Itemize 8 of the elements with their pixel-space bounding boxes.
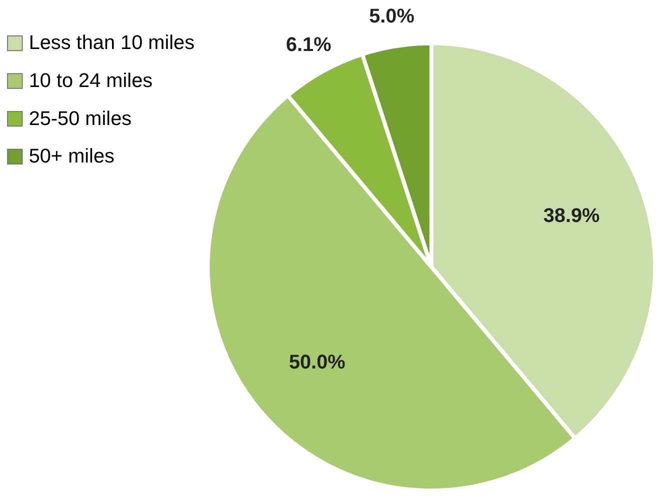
data-label: 5.0% <box>369 6 415 28</box>
legend-label: 50+ miles <box>28 146 115 168</box>
data-label: 50.0% <box>288 352 346 374</box>
legend-label: 10 to 24 miles <box>28 70 153 92</box>
data-label: 6.1% <box>286 34 332 56</box>
legend-label: 25-50 miles <box>28 108 132 130</box>
data-label: 38.9% <box>543 204 600 227</box>
legend-label: Less than 10 miles <box>28 32 195 54</box>
